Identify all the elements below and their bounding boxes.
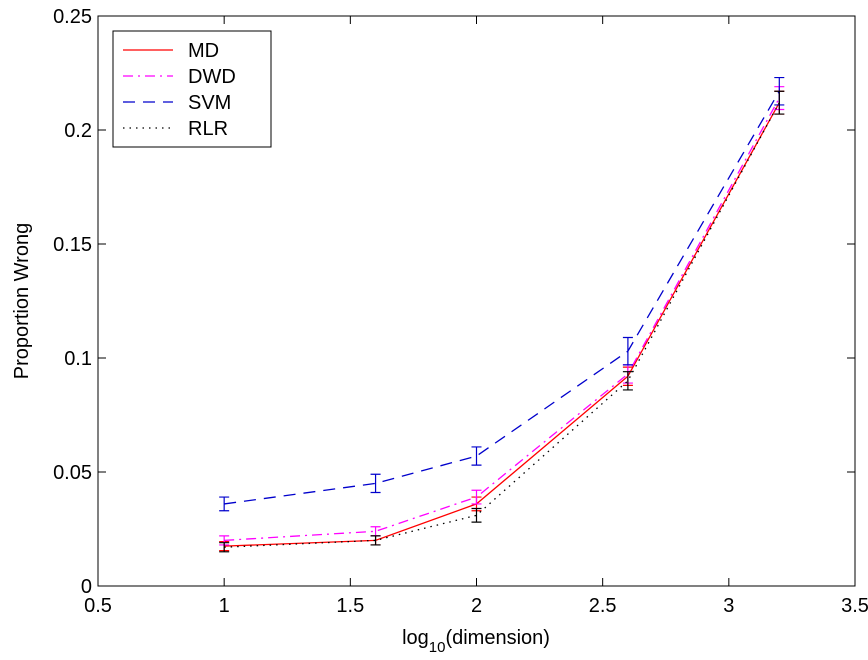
error-bar [471,507,482,523]
error-bar [622,336,633,366]
x-tick-label: 2 [471,595,482,617]
series-line [224,102,780,548]
x-tick-label: 0.5 [84,595,112,617]
legend-label: SVM [188,92,231,114]
error-bar [219,542,230,553]
y-tick-label: 0.25 [53,6,92,28]
error-bar [370,535,381,546]
y-tick-label: 0.15 [53,234,92,256]
x-label-rest: (dimension) [445,627,549,649]
series-line [224,97,780,542]
error-bar [622,371,633,391]
error-bar [471,446,482,466]
x-label-base: log [402,627,429,649]
x-tick-label: 3.5 [841,595,868,617]
series-line [224,102,780,547]
series-line [224,90,780,505]
y-tick-label: 0.2 [64,120,92,142]
x-tick-label: 3 [723,595,734,617]
error-bar [774,90,785,115]
x-tick-label: 1 [219,595,230,617]
error-bar [471,489,482,505]
x-tick-label: 1.5 [336,595,364,617]
legend-label: MD [188,40,219,62]
y-tick-label: 0 [81,576,92,598]
error-bar [219,496,230,512]
y-tick-label: 0.1 [64,348,92,370]
x-label-sub: 10 [429,639,446,656]
x-axis-label: log10(dimension) [402,627,550,656]
legend-label: DWD [188,66,236,88]
x-tick-label: 2.5 [589,595,617,617]
legend-label: RLR [188,118,228,140]
error-bar [370,473,381,494]
y-axis-label: Proportion Wrong [11,223,33,379]
y-tick-label: 0.05 [53,462,92,484]
